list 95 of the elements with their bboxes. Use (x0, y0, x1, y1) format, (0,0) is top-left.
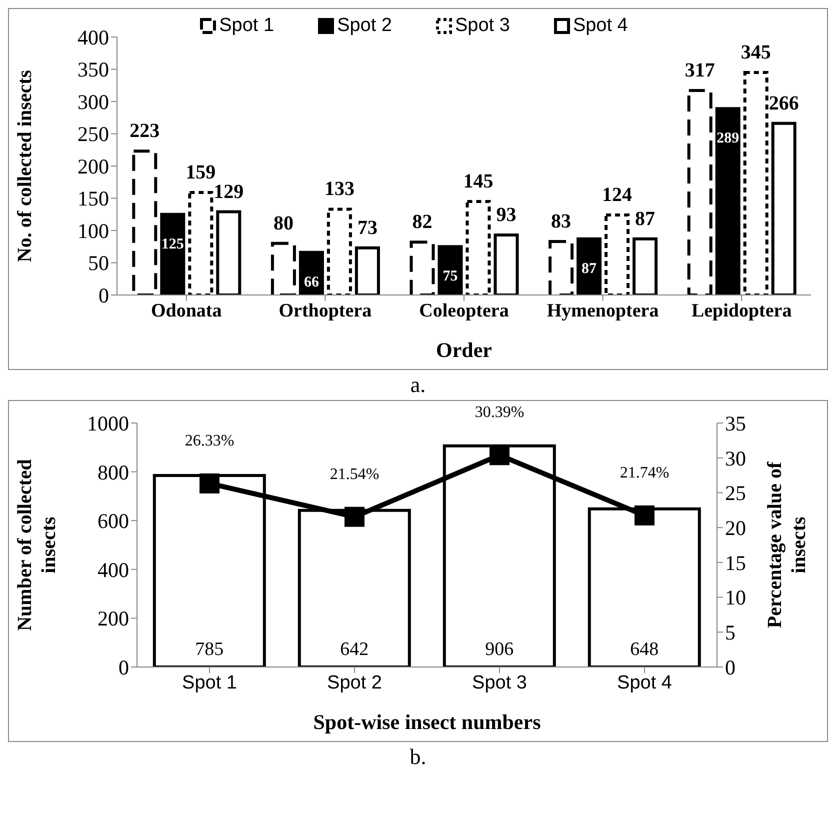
data-label: 87 (582, 260, 598, 277)
bar (326, 208, 352, 295)
data-label: 83 (551, 210, 572, 232)
bar (438, 245, 463, 295)
bar (188, 190, 214, 295)
x-tick-label: Coleoptera (419, 300, 510, 322)
bar (743, 70, 768, 295)
bar (132, 150, 158, 295)
bar (354, 246, 380, 295)
data-label: 93 (496, 204, 516, 226)
y2-tick-label: 5 (725, 620, 736, 645)
data-label: 21.54% (330, 466, 380, 483)
point (200, 473, 220, 494)
data-label: 21.74% (620, 464, 670, 482)
y-tick-label: 250 (78, 122, 109, 146)
y2-tick-label: 20 (725, 516, 746, 540)
data-label: 266 (768, 92, 799, 114)
data-label: 648 (630, 639, 659, 660)
y2-tick-label: 35 (725, 411, 746, 436)
x-axis-title: Spot-wise insect numbers (313, 710, 541, 734)
y2-tick-label: 30 (725, 446, 746, 470)
y-tick-label: 400 (78, 25, 109, 50)
bar (410, 240, 435, 295)
data-label: 906 (485, 639, 514, 660)
x-tick-label: Spot 3 (472, 672, 527, 694)
data-label: 345 (740, 41, 771, 64)
y-tick-label: 100 (78, 218, 109, 243)
data-label: 133 (324, 178, 354, 200)
data-label: 26.33% (184, 432, 234, 450)
y2-axis-title: Percentage value of insects (764, 462, 810, 628)
data-label: 642 (340, 639, 369, 660)
y-tick-label: 600 (98, 509, 129, 534)
y-tick-label: 350 (78, 58, 109, 82)
legend-label: Spot 2 (337, 15, 392, 37)
data-label: 125 (161, 236, 184, 252)
bar (771, 122, 796, 295)
x-tick-label: Hymenoptera (546, 300, 660, 322)
bar (466, 200, 491, 295)
data-label: 75 (442, 268, 458, 285)
bar (715, 107, 740, 295)
bar (216, 210, 242, 295)
data-label: 82 (412, 211, 432, 234)
bar (494, 234, 519, 295)
y-tick-label: 150 (78, 186, 109, 211)
bar (298, 250, 324, 295)
x-axis-title: Order (436, 338, 492, 362)
data-label: 223 (130, 120, 160, 142)
y-tick-label: 1000 (87, 411, 129, 436)
x-tick-label: Lepidoptera (691, 300, 792, 322)
bar (548, 240, 574, 295)
bar (632, 237, 658, 295)
data-label: 317 (684, 60, 715, 82)
y2-tick-label: 0 (725, 655, 736, 680)
y-tick-label: 200 (98, 606, 129, 631)
y-axis-title: Number of collected insects (14, 459, 60, 631)
bar (160, 212, 186, 295)
x-tick-label: Spot 2 (327, 672, 382, 694)
data-label: 159 (186, 161, 216, 184)
y2-tick-label: 25 (725, 481, 746, 506)
data-label: 80 (273, 212, 294, 234)
data-label: 30.39% (474, 404, 524, 422)
y-tick-label: 0 (98, 283, 109, 308)
bar (687, 89, 712, 295)
y-tick-label: 400 (98, 558, 129, 582)
y-axis-title: No. of collected insects (14, 70, 36, 262)
legend-label: Spot 1 (219, 15, 274, 37)
point (634, 505, 654, 526)
text: b. (408, 743, 428, 771)
legend-label: Spot 3 (455, 15, 510, 37)
y-tick-label: 300 (78, 90, 109, 114)
data-label: 87 (635, 208, 656, 230)
data-label: 129 (214, 180, 244, 203)
x-tick-label: Spot 1 (182, 672, 237, 694)
bar (576, 237, 602, 295)
y2-tick-label: 10 (725, 586, 746, 610)
data-label: 124 (602, 184, 632, 206)
point (490, 445, 510, 466)
data-label: 73 (357, 216, 378, 239)
y-tick-label: 50 (88, 251, 109, 276)
y2-tick-label: 15 (725, 550, 746, 575)
data-label: 66 (304, 274, 320, 290)
data-label: 289 (716, 130, 740, 147)
point (344, 506, 364, 527)
legend-label: Spot 4 (572, 15, 628, 37)
bar (270, 242, 296, 295)
x-tick-label: Spot 4 (617, 672, 672, 694)
x-tick-label: Odonata (151, 300, 222, 322)
y-tick-label: 800 (98, 460, 129, 484)
data-label: 145 (463, 170, 494, 192)
y-tick-label: 0 (118, 655, 129, 680)
y-tick-label: 200 (78, 154, 109, 178)
text: a. (409, 371, 427, 399)
bar (604, 214, 630, 295)
x-tick-label: Orthoptera (278, 300, 372, 322)
data-label: 785 (195, 639, 224, 660)
